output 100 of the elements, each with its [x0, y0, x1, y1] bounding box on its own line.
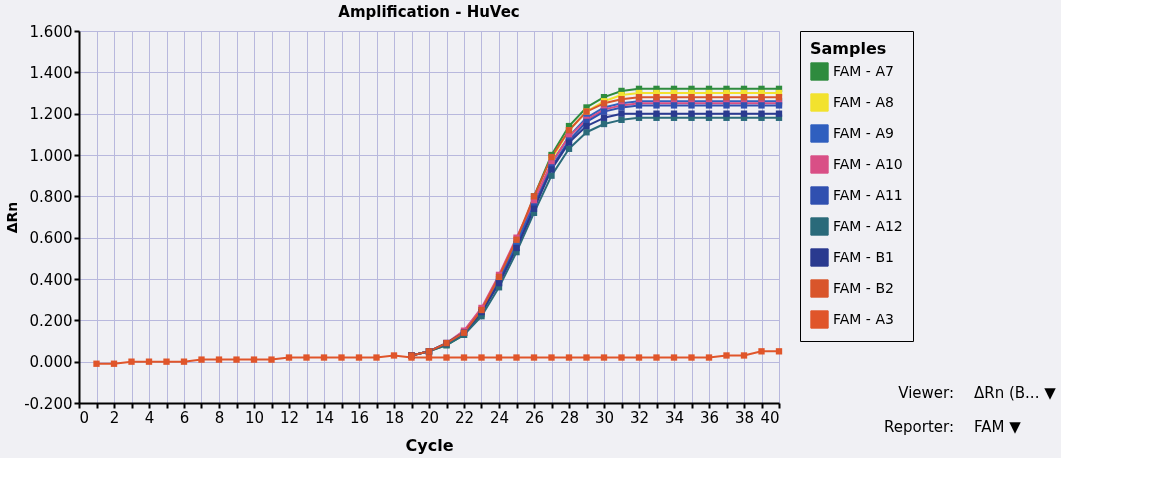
y-tick-label: 1.400: [29, 63, 73, 82]
point: [723, 352, 730, 359]
point: [495, 354, 503, 361]
point: [250, 356, 258, 363]
x-tick-label: 18: [384, 408, 405, 427]
x-tick-label: 24: [489, 408, 510, 427]
point: [618, 96, 625, 103]
chart-title: Amplification - HuVec: [338, 3, 520, 21]
point: [635, 93, 643, 101]
point: [163, 358, 170, 365]
point: [355, 354, 363, 361]
point: [705, 354, 713, 361]
x-tick-label: 40: [760, 408, 780, 427]
point: [653, 110, 660, 117]
point: [618, 116, 625, 124]
point: [513, 354, 520, 361]
point: [705, 93, 713, 101]
point: [635, 354, 643, 361]
text: Reporter:: [884, 418, 954, 436]
point: [373, 354, 380, 361]
point: [443, 354, 450, 361]
point: [268, 356, 275, 363]
point: [775, 348, 783, 355]
legend-label: FAM - A8: [833, 93, 894, 110]
x-tick-label: 28: [559, 408, 580, 427]
point: [390, 352, 398, 359]
y-tick-label: 1.600: [29, 22, 73, 41]
point: [93, 360, 100, 367]
point: [775, 93, 783, 101]
point: [110, 360, 118, 367]
point: [583, 122, 590, 130]
point: [425, 354, 433, 361]
point: [740, 93, 748, 101]
point: [688, 354, 695, 361]
point: [653, 354, 660, 361]
y-tick-label: 0.200: [29, 311, 73, 330]
point: [688, 93, 695, 101]
y-tick-label: 0.600: [29, 229, 73, 248]
y-tick-label: 0.400: [29, 270, 73, 289]
point: [548, 172, 555, 179]
point: [565, 354, 573, 361]
x-tick-label: 12: [279, 408, 300, 427]
point: [338, 354, 345, 361]
text: FAM ▼: [974, 418, 1022, 436]
point: [635, 110, 643, 117]
legend-label: FAM - B1: [833, 248, 894, 265]
point: [303, 354, 310, 361]
y-tick-label: 0.800: [29, 187, 73, 206]
point: [145, 358, 153, 365]
y-axis-title: ΔRn: [4, 201, 21, 234]
x-tick-label: 6: [179, 408, 190, 427]
x-tick-label: 8: [214, 408, 225, 427]
text: Viewer:: [898, 384, 954, 402]
point: [758, 93, 765, 101]
point: [180, 358, 188, 365]
point: [705, 110, 713, 117]
x-tick-label: 22: [454, 408, 475, 427]
point: [233, 356, 240, 363]
point: [583, 129, 590, 136]
point: [198, 356, 205, 363]
point: [758, 348, 765, 355]
x-tick-label: 10: [244, 408, 265, 427]
legend-label: FAM - A12: [833, 217, 903, 234]
point: [670, 93, 678, 101]
x-tick-label: 2: [109, 408, 120, 427]
point: [740, 352, 748, 359]
point: [600, 120, 608, 128]
legend-label: FAM - A11: [833, 186, 903, 203]
point: [478, 354, 485, 361]
x-tick-label: 38: [734, 408, 755, 427]
point: [285, 354, 293, 361]
y-tick-label: 1.000: [29, 146, 73, 165]
point: [688, 110, 695, 117]
point: [670, 354, 678, 361]
point: [653, 93, 660, 101]
legend-label: FAM - A9: [833, 124, 894, 141]
text: ΔRn (B... ▼: [974, 384, 1057, 402]
point: [460, 354, 468, 361]
point: [600, 114, 608, 121]
point: [740, 110, 748, 117]
legend-label: FAM - A10: [833, 155, 903, 172]
x-tick-label: 34: [664, 408, 685, 427]
legend-title: Samples: [810, 39, 887, 58]
legend-label: FAM - B2: [833, 279, 894, 296]
point: [723, 93, 730, 101]
point: [548, 354, 555, 361]
x-tick-label: 16: [349, 408, 370, 427]
point: [775, 110, 783, 117]
x-tick-label: 4: [144, 408, 155, 427]
point: [128, 358, 135, 365]
point: [758, 110, 765, 117]
x-axis-title: Cycle: [405, 435, 454, 455]
x-tick-label: 14: [314, 408, 335, 427]
x-tick-label: 36: [699, 408, 720, 427]
point: [670, 110, 678, 117]
point: [530, 354, 538, 361]
y-tick-label: -0.200: [24, 394, 73, 413]
point: [723, 110, 730, 117]
point: [320, 354, 328, 361]
x-tick-label: 0: [79, 408, 90, 427]
